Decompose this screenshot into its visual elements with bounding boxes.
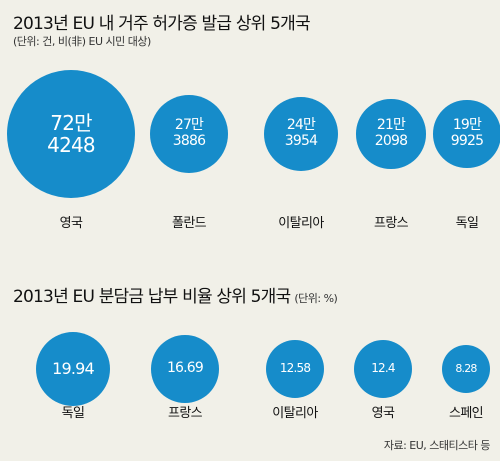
bubble-value-label: 21만 [376,117,406,134]
bubble-value-label: 16.69 [166,360,204,377]
category-label: 프랑스 [167,406,203,421]
bubble-영국: 12.4 [353,339,413,399]
category-label: 스페인 [448,406,484,421]
bubble-value-label: 19만 [452,117,482,134]
category-label: 영국 [371,406,395,421]
bubble-value-label: 19.94 [52,359,95,379]
bubble-value-label: 9925 [450,132,484,149]
bubble-value-label: 3954 [284,132,318,149]
bubble-value-label: 27만 [174,117,204,134]
source-note: 자료: EU, 스태티스타 등 [383,439,491,452]
chart1-title: 2013년 EU 내 거주 허가증 발급 상위 5개국 [13,14,311,34]
chart2-title-text: 2013년 EU 분담금 납부 비율 상위 5개국 [13,287,291,307]
chart1-subtitle: (단위: 건, 비(非) EU 시민 대상) [13,35,151,48]
bubble-독일: 19.94 [36,332,110,406]
bubble-프랑스: 21만 2098 [356,99,426,169]
bubble-value-label: 24만 [286,117,316,134]
chart2-title: 2013년 EU 분담금 납부 비율 상위 5개국 (단위: %) [13,282,338,307]
bubble-프랑스: 16.69 [151,335,219,403]
category-label: 폴란드 [171,216,207,231]
bubble-value-label: 3886 [172,132,206,149]
bubble-value-label: 4248 [47,133,95,157]
bubble-영국: 72만 4248 [7,70,135,198]
category-label: 이탈리아 [272,406,318,421]
bubble-value-label: 12.4 [371,361,395,376]
bubble-이탈리아: 24만 3954 [263,96,339,172]
bubble-value-label: 12.58 [279,361,311,376]
category-label: 영국 [59,216,83,231]
category-label: 이탈리아 [278,216,324,231]
category-label: 독일 [455,216,479,231]
category-label: 독일 [61,406,85,421]
bubble-독일: 19만 9925 [433,100,500,168]
bubble-스페인: 8.28 [442,345,490,393]
bubble-value-label: 8.28 [455,361,477,375]
bubble-value-label: 2098 [374,132,408,149]
chart2-unit: (단위: %) [294,292,338,305]
bubble-이탈리아: 12.58 [265,339,325,399]
category-label: 프랑스 [373,216,409,231]
bubble-value-label: 72만 [50,110,92,135]
bubble-폴란드: 27만 3886 [149,94,229,174]
